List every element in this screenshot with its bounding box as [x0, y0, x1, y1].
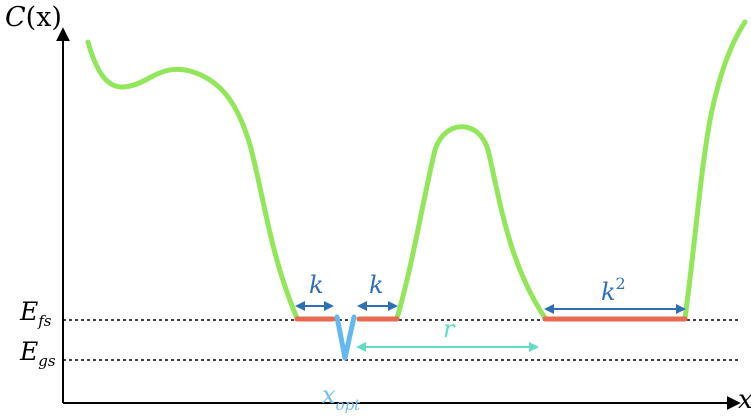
- e-gs-label: Egs: [19, 337, 56, 370]
- cost-curve-right-wall: [682, 19, 748, 321]
- y-axis-label: C(x): [5, 2, 62, 33]
- x-opt-label: xopt: [322, 381, 361, 414]
- optimum-well: [334, 314, 357, 361]
- cost-curve-middle-hump: [394, 124, 548, 321]
- e-fs-label: Efs: [19, 297, 52, 330]
- r-label: r: [443, 315, 456, 343]
- cost-curve-left: [85, 39, 300, 321]
- k-right-label: k: [369, 271, 384, 299]
- k-left-label: k: [309, 271, 324, 299]
- k-squared-label: k2: [601, 274, 626, 306]
- x-axis-label: x: [738, 385, 751, 415]
